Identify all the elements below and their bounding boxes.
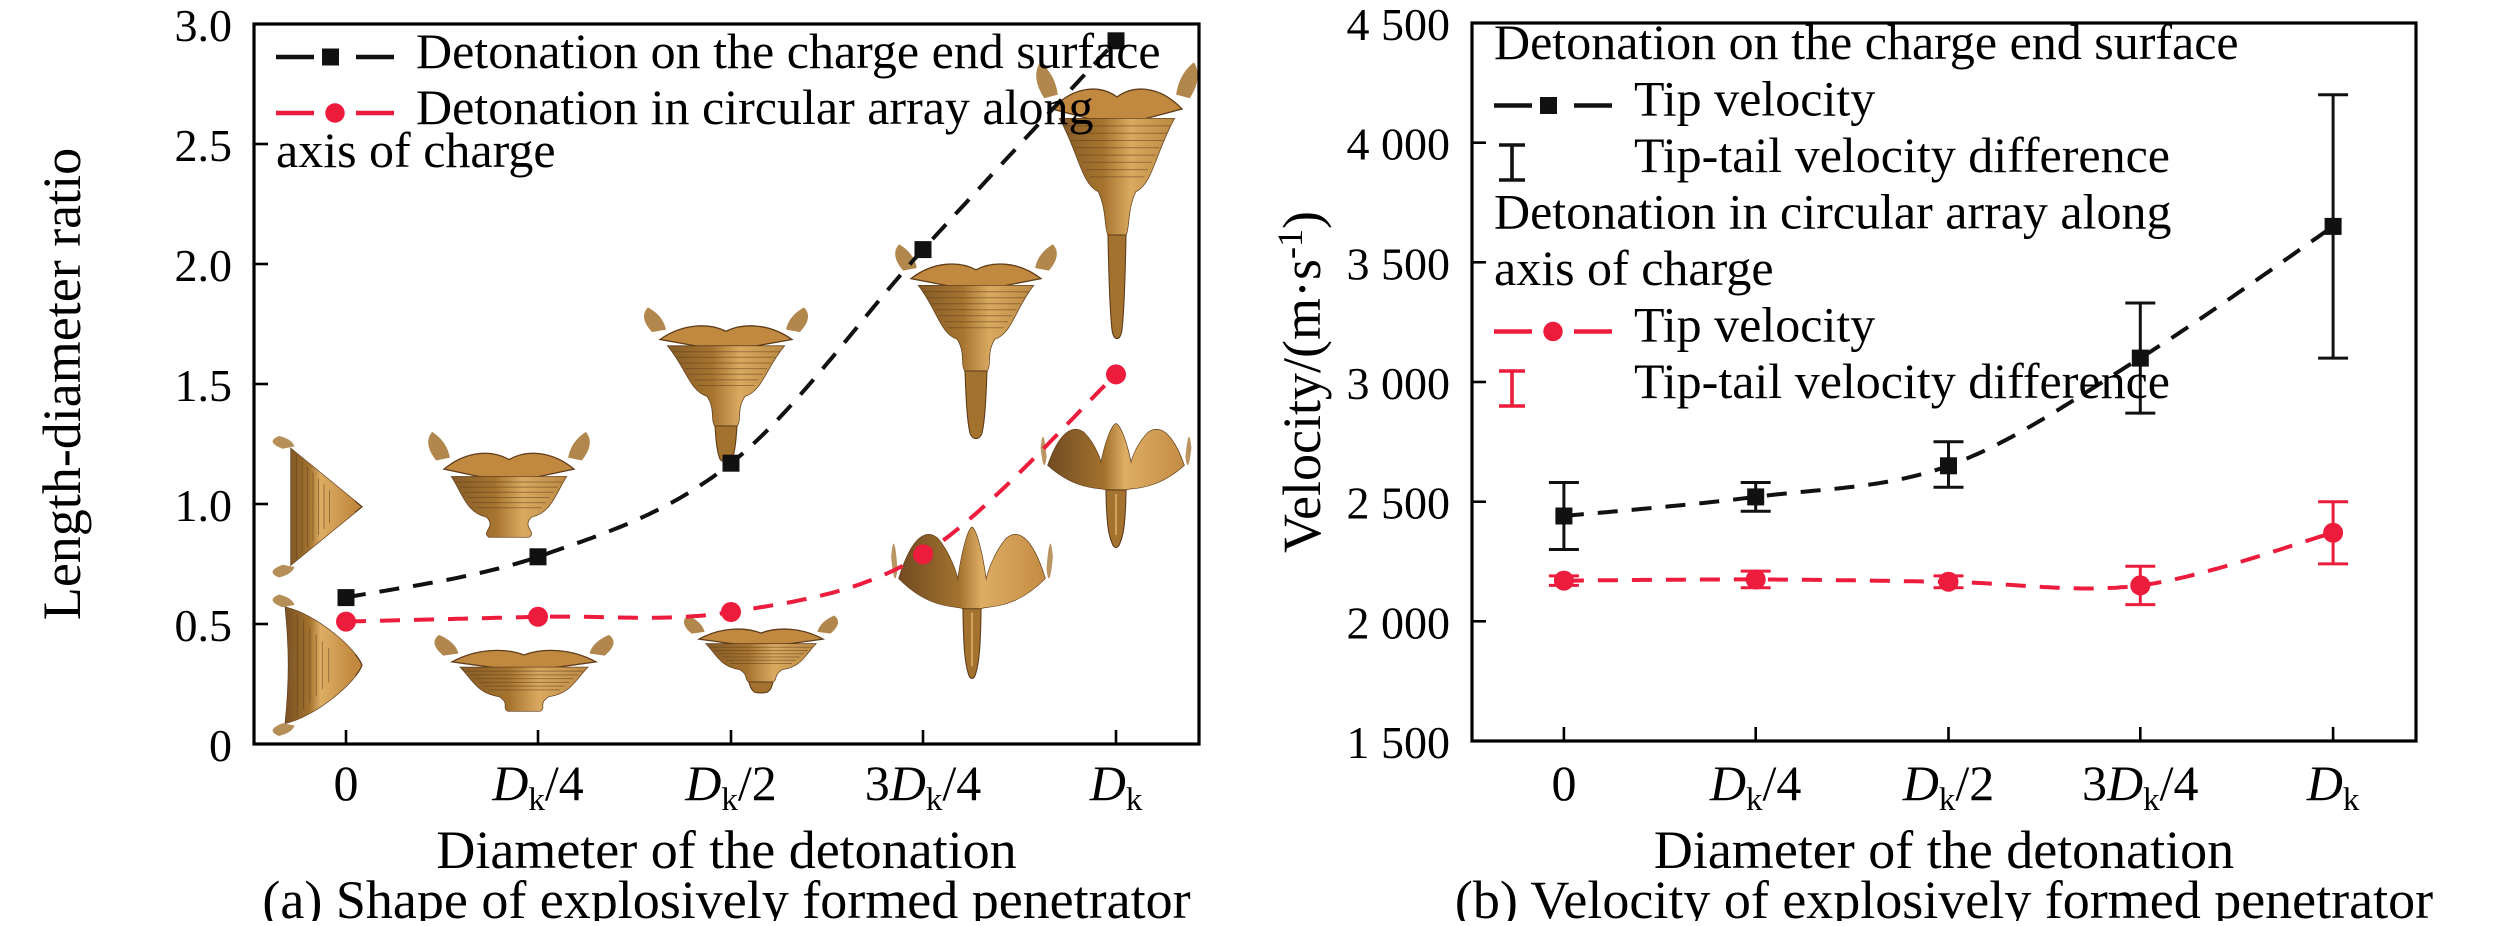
svg-text:Length-diameter ratio: Length-diameter ratio bbox=[32, 148, 92, 620]
svg-text:0.5: 0.5 bbox=[175, 600, 233, 651]
svg-text:Tip velocity: Tip velocity bbox=[1634, 71, 1875, 127]
svg-text:1.0: 1.0 bbox=[175, 480, 233, 531]
svg-text:0: 0 bbox=[334, 755, 359, 811]
svg-text:2 500: 2 500 bbox=[1347, 478, 1451, 529]
svg-text:Tip-tail velocity difference: Tip-tail velocity difference bbox=[1634, 127, 2170, 183]
svg-text:Detonation on the charge end s: Detonation on the charge end surface bbox=[416, 23, 1161, 79]
svg-text:Detonation in circular array a: Detonation in circular array along bbox=[1494, 184, 2172, 240]
svg-text:Tip velocity: Tip velocity bbox=[1634, 297, 1875, 353]
svg-text:0: 0 bbox=[209, 720, 232, 771]
svg-text:3.0: 3.0 bbox=[175, 0, 233, 51]
svg-text:(a) Shape of explosively forme: (a) Shape of explosively formed penetrat… bbox=[262, 870, 1190, 921]
svg-text:3Dk/4: 3Dk/4 bbox=[2082, 755, 2199, 818]
svg-text:4 000: 4 000 bbox=[1347, 119, 1451, 170]
svg-text:3 500: 3 500 bbox=[1347, 238, 1451, 289]
svg-text:1 500: 1 500 bbox=[1347, 717, 1451, 768]
svg-text:Tip-tail velocity difference: Tip-tail velocity difference bbox=[1634, 353, 2170, 409]
svg-text:4 500: 4 500 bbox=[1347, 0, 1451, 50]
svg-text:2.0: 2.0 bbox=[175, 240, 233, 291]
svg-text:3 000: 3 000 bbox=[1347, 358, 1451, 409]
svg-text:Velocity/(m·s-1): Velocity/(m·s-1) bbox=[1270, 211, 1332, 553]
svg-text:2.5: 2.5 bbox=[175, 120, 233, 171]
svg-text:Detonation on the charge end s: Detonation on the charge end surface bbox=[1494, 14, 2239, 70]
svg-text:(b) Velocity of explosively fo: (b) Velocity of explosively formed penet… bbox=[1455, 870, 2433, 921]
svg-text:axis of charge: axis of charge bbox=[1494, 240, 1774, 296]
svg-text:axis of charge: axis of charge bbox=[276, 122, 556, 178]
svg-text:0: 0 bbox=[1551, 755, 1576, 811]
svg-text:2 000: 2 000 bbox=[1347, 597, 1451, 648]
svg-text:3Dk/4: 3Dk/4 bbox=[865, 755, 982, 818]
svg-text:1.5: 1.5 bbox=[175, 360, 233, 411]
